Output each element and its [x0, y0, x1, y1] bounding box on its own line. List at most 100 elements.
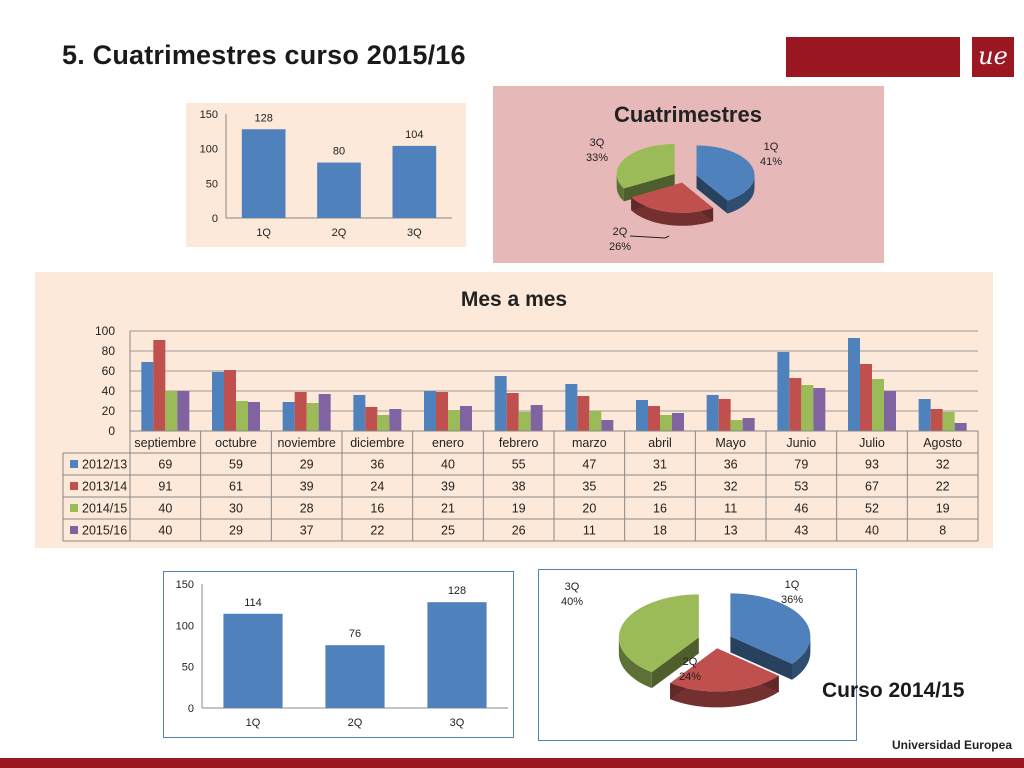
- bar: [648, 406, 660, 431]
- bar-chart-2015-16: 0 50 100 150 128 1Q 80 2Q 104 3Q: [200, 109, 452, 239]
- table-cell: 39: [300, 480, 314, 494]
- pie-chart-2014-15-panel: 1Q 36% 2Q 24% 3Q 40%: [538, 569, 857, 741]
- x-tick-label: Mayo: [715, 436, 746, 450]
- table-cell: 91: [158, 480, 172, 494]
- legend-swatch: [70, 504, 78, 512]
- x-tick-label: Junio: [786, 436, 816, 450]
- table-cell: 32: [936, 458, 950, 472]
- y-tick-label: 150: [176, 579, 194, 591]
- pie-slice: [730, 593, 811, 664]
- pie-chart-cuatrimestres: 1Q 41% 2Q 26% 3Q 33% Cuatrimestres: [586, 102, 782, 253]
- page-title: 5. Cuatrimestres curso 2015/16: [62, 40, 466, 70]
- bar: [706, 395, 719, 431]
- bar: [742, 418, 755, 431]
- table-cell: 52: [865, 502, 879, 516]
- y-tick-label: 100: [200, 144, 218, 156]
- pie-slice-side: [618, 637, 652, 689]
- table-cell: 36: [724, 458, 738, 472]
- y-tick-label: 50: [206, 178, 218, 190]
- y-tick-label: 0: [212, 213, 218, 225]
- y-tick-label: 20: [102, 404, 116, 418]
- bar-chart-2014-15-panel: 0 50 100 150 114 1Q 76 2Q 128 3Q: [163, 571, 514, 738]
- table-cell: 18: [653, 524, 667, 538]
- bar: [730, 420, 743, 431]
- legend-label: 2012/13: [82, 458, 127, 472]
- bar: [577, 396, 590, 431]
- footer-bar: [0, 758, 1024, 768]
- bar: [872, 379, 884, 431]
- table-cell: 22: [936, 480, 950, 494]
- bar: [589, 411, 602, 431]
- bar: [241, 129, 286, 218]
- table-cell: 16: [370, 502, 384, 516]
- y-tick-label: 150: [200, 109, 218, 121]
- bar: [636, 400, 648, 431]
- table-cell: 22: [370, 524, 384, 538]
- x-tick-label: abril: [648, 436, 672, 450]
- table-cell: 25: [653, 480, 667, 494]
- table-cell: 21: [441, 502, 455, 516]
- table-cell: 29: [300, 458, 314, 472]
- table-cell: 40: [441, 458, 455, 472]
- table-cell: 43: [794, 524, 808, 538]
- table-cell: 59: [229, 458, 243, 472]
- x-tick-label: septiembre: [134, 436, 196, 450]
- table-cell: 46: [794, 502, 808, 516]
- data-label: 104: [405, 129, 423, 141]
- table-cell: 29: [229, 524, 243, 538]
- bar: [389, 409, 402, 431]
- bar: [282, 402, 295, 431]
- bar: [424, 391, 436, 431]
- y-tick-label: 60: [102, 364, 116, 378]
- x-tick-label: octubre: [215, 436, 257, 450]
- pie-slice-edge: [623, 173, 675, 202]
- y-tick-label: 100: [176, 620, 194, 632]
- x-tick-label: diciembre: [350, 436, 404, 450]
- bar: [506, 393, 519, 431]
- table-cell: 53: [794, 480, 808, 494]
- table-cell: 69: [158, 458, 172, 472]
- bar: [436, 392, 448, 431]
- y-tick-label: 40: [102, 384, 116, 398]
- slice-percent-label: 36%: [781, 594, 803, 606]
- x-tick-label: febrero: [499, 436, 539, 450]
- table-cell: 61: [229, 480, 243, 494]
- slice-label: 3Q: [590, 137, 605, 149]
- slice-label: 3Q: [565, 581, 580, 593]
- footer-university-name: Universidad Europea: [891, 738, 1012, 752]
- slice-percent-label: 26%: [609, 241, 631, 253]
- bar: [317, 162, 361, 218]
- bar-chart-2015-16-panel: 0 50 100 150 128 1Q 80 2Q 104 3Q: [186, 103, 466, 247]
- bar: [918, 399, 931, 431]
- x-tick-label: 1Q: [246, 717, 261, 729]
- x-tick-label: 2Q: [348, 717, 363, 729]
- pie-slice: [670, 648, 779, 692]
- bar: [223, 613, 283, 708]
- data-label: 80: [333, 146, 345, 158]
- x-tick-label: 2Q: [332, 227, 347, 239]
- table-cell: 40: [158, 524, 172, 538]
- table-cell: 37: [300, 524, 314, 538]
- legend-swatch: [70, 526, 78, 534]
- pie-slice-edge: [730, 636, 793, 680]
- slice-percent-label: 24%: [679, 671, 701, 683]
- table-cell: 31: [653, 458, 667, 472]
- x-tick-label: 1Q: [256, 227, 271, 239]
- y-tick-label: 100: [95, 324, 115, 338]
- data-label: 128: [448, 585, 466, 597]
- data-label: 76: [349, 628, 361, 640]
- bar: [306, 403, 319, 431]
- table-cell: 30: [229, 502, 243, 516]
- table-cell: 67: [865, 480, 879, 494]
- pie-slice-side: [670, 675, 779, 708]
- pie-slice: [631, 182, 714, 213]
- monthly-chart-panel: Mes a mes 0 20 40 60 80 100 septiembre octubre no…: [35, 272, 993, 548]
- table-cell: 28: [300, 502, 314, 516]
- bar: [212, 372, 224, 431]
- bar: [672, 413, 684, 431]
- bar: [236, 401, 248, 431]
- brand-bar: [786, 37, 960, 77]
- table-cell: 55: [512, 458, 526, 472]
- table-cell: 8: [939, 524, 946, 538]
- bar: [813, 388, 826, 431]
